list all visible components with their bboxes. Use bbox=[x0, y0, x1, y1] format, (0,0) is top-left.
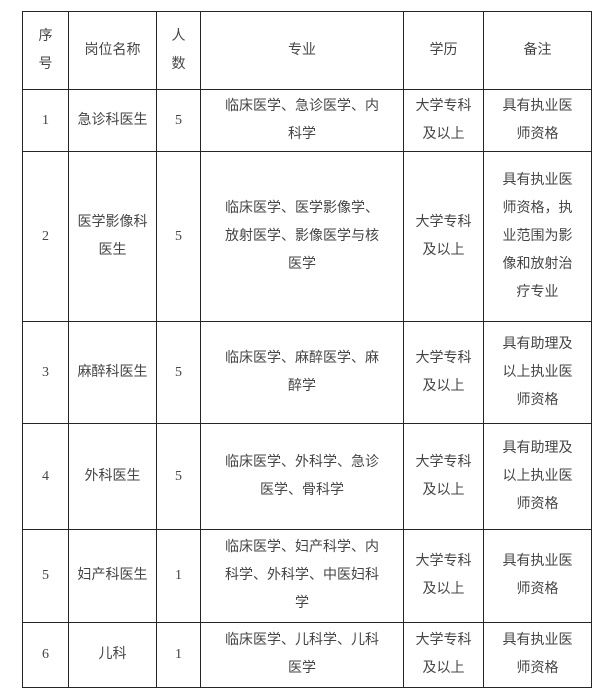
cell-position: 急诊科医生 bbox=[68, 89, 157, 152]
cell-remark: 具有助理及以上执业医师资格 bbox=[483, 321, 592, 424]
table-header-row: 序号 岗位名称 人数 专业 学历 备注 bbox=[22, 11, 592, 90]
cell-headcount: 5 bbox=[156, 423, 201, 530]
cell-serial: 6 bbox=[22, 622, 69, 688]
table-row: 3 麻醉科医生 5 临床医学、麻醉医学、麻醉学 大学专科及以上 具有助理及以上执… bbox=[22, 321, 592, 424]
header-cell-serial: 序号 bbox=[22, 11, 69, 90]
cell-position: 医学影像科医生 bbox=[68, 151, 157, 322]
header-cell-major: 专业 bbox=[200, 11, 404, 90]
cell-serial: 1 bbox=[22, 89, 69, 152]
cell-education: 大学专科及以上 bbox=[403, 423, 484, 530]
cell-serial: 2 bbox=[22, 151, 69, 322]
cell-major: 临床医学、妇产科学、内科学、外科学、中医妇科学 bbox=[200, 529, 404, 623]
table-row: 5 妇产科医生 1 临床医学、妇产科学、内科学、外科学、中医妇科学 大学专科及以… bbox=[22, 529, 592, 623]
cell-serial: 4 bbox=[22, 423, 69, 530]
header-cell-remark: 备注 bbox=[483, 11, 592, 90]
cell-headcount: 5 bbox=[156, 151, 201, 322]
cell-major: 临床医学、急诊医学、内科学 bbox=[200, 89, 404, 152]
header-cell-headcount: 人数 bbox=[156, 11, 201, 90]
cell-serial: 3 bbox=[22, 321, 69, 424]
cell-remark: 具有执业医师资格 bbox=[483, 89, 592, 152]
table-row: 4 外科医生 5 临床医学、外科学、急诊医学、骨科学 大学专科及以上 具有助理及… bbox=[22, 423, 592, 530]
table-row: 2 医学影像科医生 5 临床医学、医学影像学、放射医学、影像医学与核医学 大学专… bbox=[22, 151, 592, 322]
cell-position: 儿科 bbox=[68, 622, 157, 688]
cell-education: 大学专科及以上 bbox=[403, 622, 484, 688]
cell-education: 大学专科及以上 bbox=[403, 529, 484, 623]
cell-headcount: 5 bbox=[156, 89, 201, 152]
cell-education: 大学专科及以上 bbox=[403, 151, 484, 322]
cell-major: 临床医学、儿科学、儿科医学 bbox=[200, 622, 404, 688]
cell-education: 大学专科及以上 bbox=[403, 321, 484, 424]
cell-position: 麻醉科医生 bbox=[68, 321, 157, 424]
cell-headcount: 1 bbox=[156, 622, 201, 688]
cell-position: 外科医生 bbox=[68, 423, 157, 530]
cell-remark: 具有助理及以上执业医师资格 bbox=[483, 423, 592, 530]
table-row: 6 儿科 1 临床医学、儿科学、儿科医学 大学专科及以上 具有执业医师资格 bbox=[22, 622, 592, 688]
cell-remark: 具有执业医师资格 bbox=[483, 622, 592, 688]
cell-education: 大学专科及以上 bbox=[403, 89, 484, 152]
cell-major: 临床医学、外科学、急诊医学、骨科学 bbox=[200, 423, 404, 530]
cell-major: 临床医学、麻醉医学、麻醉学 bbox=[200, 321, 404, 424]
table-row: 1 急诊科医生 5 临床医学、急诊医学、内科学 大学专科及以上 具有执业医师资格 bbox=[22, 89, 592, 152]
cell-position: 妇产科医生 bbox=[68, 529, 157, 623]
cell-major: 临床医学、医学影像学、放射医学、影像医学与核医学 bbox=[200, 151, 404, 322]
cell-headcount: 1 bbox=[156, 529, 201, 623]
header-cell-position: 岗位名称 bbox=[68, 11, 157, 90]
cell-serial: 5 bbox=[22, 529, 69, 623]
cell-remark: 具有执业医师资格 bbox=[483, 529, 592, 623]
cell-remark: 具有执业医师资格，执业范围为影像和放射治疗专业 bbox=[483, 151, 592, 322]
recruitment-positions-table: 序号 岗位名称 人数 专业 学历 备注 1 急诊科医生 5 临床医学、急诊医学、… bbox=[22, 11, 592, 688]
cell-headcount: 5 bbox=[156, 321, 201, 424]
header-cell-education: 学历 bbox=[403, 11, 484, 90]
